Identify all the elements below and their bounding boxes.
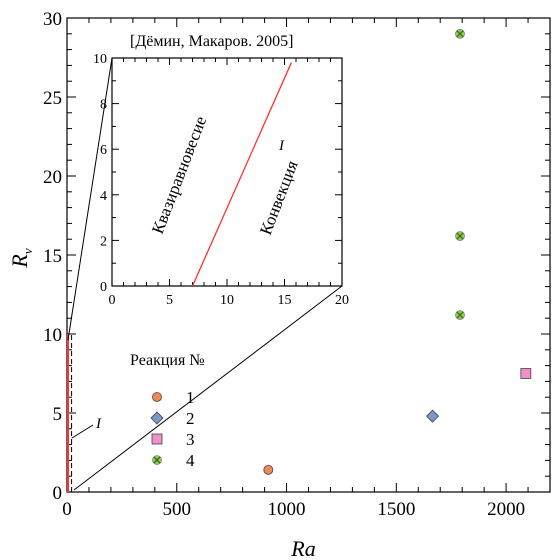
x-tick-label: 0 <box>62 499 72 520</box>
inset-plot: 0 5 10 15 20 0 2 4 6 8 10 [Дёмин, Макаров. 2005] I Кв… <box>93 33 349 308</box>
x-tick-label: 500 <box>163 499 192 520</box>
legend-label: 1 <box>186 388 195 407</box>
inset-x-tick-label: 15 <box>278 293 292 308</box>
line-I-leader <box>71 424 94 439</box>
inset-y-tick-label: 4 <box>100 189 107 204</box>
marker-x-stroke <box>456 30 464 38</box>
marker-diamond <box>150 411 164 425</box>
y-tick-label: 30 <box>43 9 62 30</box>
inset-y-tick-label: 2 <box>100 234 107 249</box>
region-label-quasi-equilibrium: Квазиравновесие <box>148 114 210 237</box>
inset-line-I-label: I <box>278 138 285 154</box>
marker-x-stroke <box>153 456 161 464</box>
inset-frame <box>111 57 343 287</box>
legend: Реакция № 1 2 3 4 <box>130 352 205 470</box>
x-tick-label: 1000 <box>268 499 306 520</box>
data-point-series-4 <box>455 231 465 241</box>
data-point-series-4 <box>455 28 465 39</box>
data-point-series-1 <box>263 464 274 475</box>
y-tick-label: 25 <box>43 88 62 109</box>
inset-x-tick-label: 5 <box>166 293 173 308</box>
inset-y-tick-label: 10 <box>93 52 107 67</box>
legend-label: 4 <box>186 451 195 470</box>
inset-y-tick-label: 6 <box>100 143 107 158</box>
x-tick-label: 1500 <box>377 499 415 520</box>
marker-x-stroke <box>456 311 464 319</box>
marker-x-stroke <box>456 232 464 240</box>
legend-label: 3 <box>186 430 195 449</box>
y-axis-title-main: R <box>7 254 32 269</box>
legend-title: Реакция № <box>130 352 205 369</box>
y-axis-title: Rv <box>7 248 35 268</box>
marker-square <box>151 433 163 445</box>
zoom-connector-top <box>67 57 113 341</box>
inset-x-tick-label: 10 <box>220 293 234 308</box>
zoom-connector-bottom <box>73 285 343 491</box>
legend-label: 2 <box>186 409 195 428</box>
plot-frame <box>66 17 551 493</box>
inset-y-tick-label: 8 <box>100 98 107 113</box>
y-tick-label: 5 <box>53 404 63 425</box>
inset-y-tick-label: 0 <box>100 280 107 295</box>
data-point-series-2 <box>425 409 440 423</box>
y-tick-label: 20 <box>43 167 62 188</box>
marker-x-circle <box>152 455 162 465</box>
line-I-label: I <box>95 416 102 432</box>
y-tick-label: 10 <box>43 325 62 346</box>
inset-title: [Дёмин, Макаров. 2005] <box>130 33 293 50</box>
inset-line-I <box>191 62 292 287</box>
inset-x-tick-label: 20 <box>335 293 349 308</box>
data-point-series-4 <box>455 310 465 320</box>
marker-circle <box>152 392 162 402</box>
region-label-convection: Конвекция <box>256 158 302 238</box>
inset-x-tick-label: 0 <box>109 293 116 308</box>
data-point-series-3 <box>520 368 532 379</box>
x-axis-title: Ra <box>290 536 315 560</box>
y-tick-label: 15 <box>43 246 62 267</box>
y-tick-label: 0 <box>53 483 63 504</box>
x-tick-label: 2000 <box>487 499 525 520</box>
y-axis-title-sub: v <box>20 248 35 254</box>
